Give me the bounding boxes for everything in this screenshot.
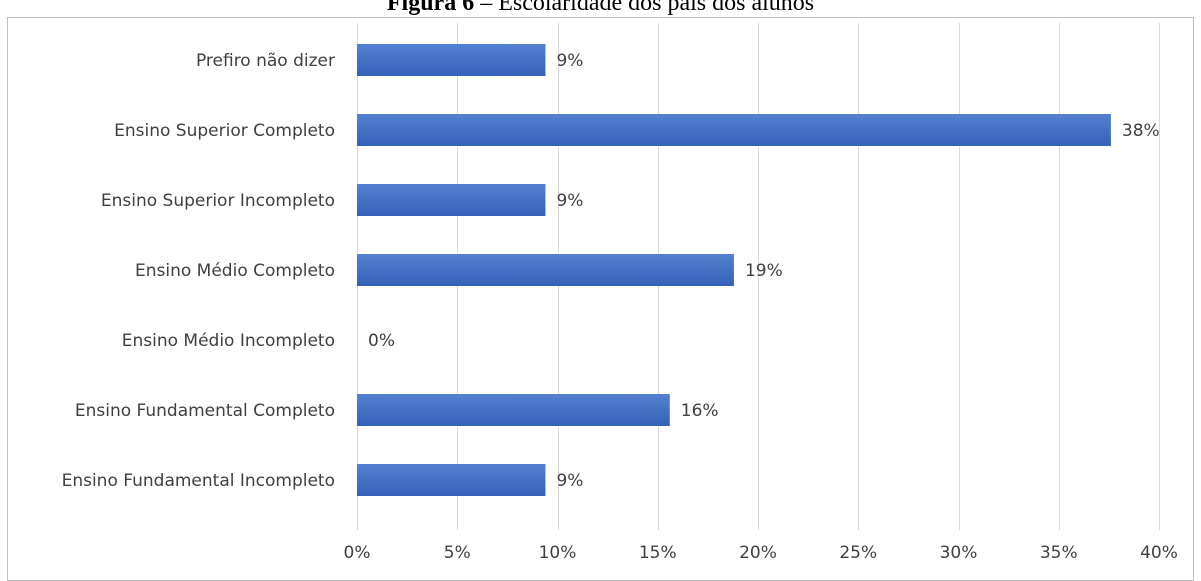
data-label: 9% bbox=[556, 51, 583, 71]
data-label: 9% bbox=[556, 191, 583, 211]
bars bbox=[357, 44, 1111, 496]
bar bbox=[357, 394, 670, 426]
figure-caption: Figura 6 – Escolaridade dos pais dos alu… bbox=[0, 0, 1201, 18]
data-label: 38% bbox=[1122, 121, 1160, 141]
data-label: 0% bbox=[368, 331, 395, 351]
figure-caption-text: – Escolaridade dos pais dos alunos bbox=[474, 0, 815, 16]
x-tick-label: 15% bbox=[639, 543, 677, 563]
x-tick-label: 25% bbox=[839, 543, 877, 563]
category-label: Ensino Superior Completo bbox=[114, 121, 335, 141]
data-labels: 9% 38% 9% 19% 0% 16% 9% bbox=[368, 51, 1160, 491]
bar bbox=[357, 464, 546, 496]
x-tick-label: 0% bbox=[344, 543, 371, 563]
category-label: Ensino Fundamental Incompleto bbox=[62, 471, 335, 491]
x-tick-label: 40% bbox=[1140, 543, 1178, 563]
figure-caption-label: Figura 6 bbox=[386, 0, 475, 16]
gridlines bbox=[357, 23, 1160, 530]
bar bbox=[357, 44, 546, 76]
bar bbox=[357, 254, 734, 286]
category-label: Prefiro não dizer bbox=[196, 51, 335, 71]
x-tick-label: 10% bbox=[539, 543, 577, 563]
x-tick-label: 35% bbox=[1040, 543, 1078, 563]
x-axis-tick-labels: 0% 5% 10% 15% 20% 25% 30% 35% 40% bbox=[344, 543, 1178, 563]
data-label: 16% bbox=[681, 401, 719, 421]
chart-border bbox=[7, 17, 1194, 581]
category-label: Ensino Superior Incompleto bbox=[101, 191, 335, 211]
category-label: Ensino Fundamental Completo bbox=[75, 401, 335, 421]
x-tick-label: 20% bbox=[739, 543, 777, 563]
x-tick-label: 5% bbox=[444, 543, 471, 563]
data-label: 19% bbox=[745, 261, 783, 281]
x-tick-label: 30% bbox=[940, 543, 978, 563]
data-label: 9% bbox=[556, 471, 583, 491]
category-labels: Prefiro não dizer Ensino Superior Complet… bbox=[62, 51, 335, 491]
bar bbox=[357, 184, 546, 216]
category-label: Ensino Médio Completo bbox=[135, 261, 335, 281]
bar bbox=[357, 114, 1111, 146]
category-label: Ensino Médio Incompleto bbox=[122, 331, 335, 351]
